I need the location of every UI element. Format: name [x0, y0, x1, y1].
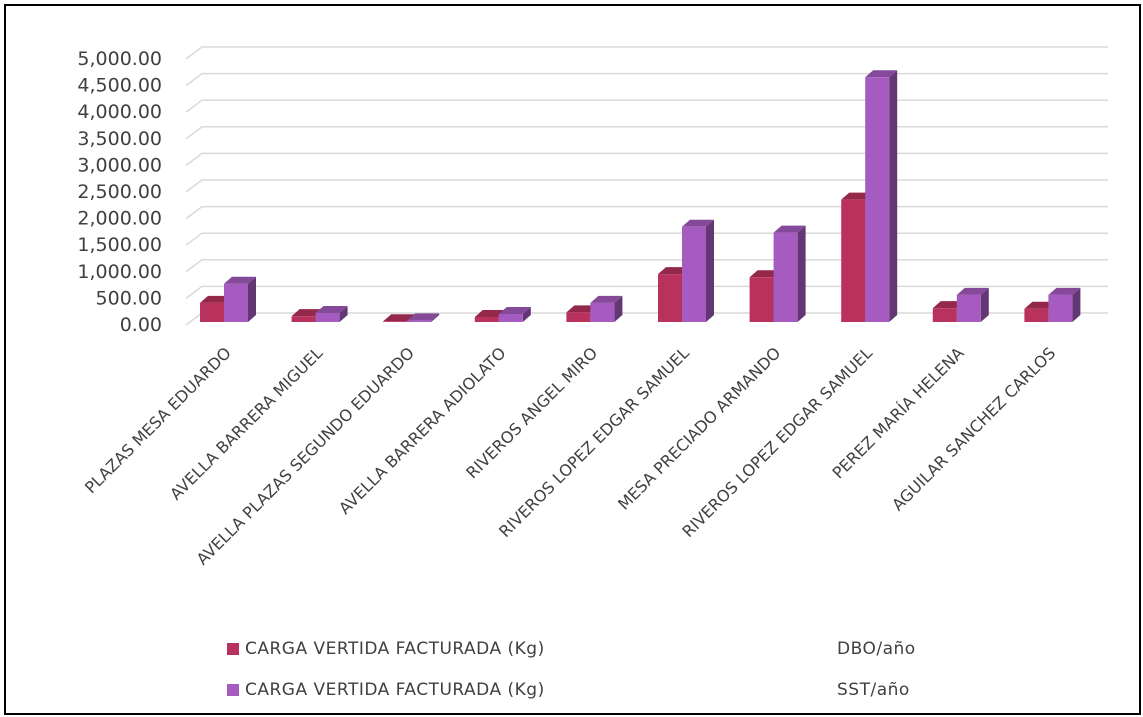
- bar-front: [956, 294, 981, 322]
- y-tick-label: 2,000.00: [77, 208, 162, 230]
- bar-side: [980, 287, 989, 322]
- bar-sst: [315, 305, 348, 322]
- legend-item-2: CARGA VERTIDA FACTURADA (Kg): [227, 679, 545, 701]
- bar-side: [797, 225, 806, 322]
- x-tick-label: AVELLA BARRERA MIGUEL: [166, 343, 326, 503]
- bar-side: [614, 295, 623, 322]
- bar-top: [956, 287, 989, 295]
- bar-top: [1048, 287, 1081, 295]
- bar-top: [315, 305, 348, 313]
- legend-unit-2: SST/año: [837, 680, 910, 700]
- y-tick-label: 0.00: [120, 314, 162, 336]
- bar-front: [1024, 308, 1049, 322]
- bar-sst: [224, 276, 256, 322]
- bar-sst: [773, 225, 806, 322]
- bar-sst: [682, 219, 714, 322]
- bar-front: [932, 308, 957, 322]
- gridline: [185, 232, 1108, 246]
- bar-top: [407, 313, 440, 321]
- bar-front: [566, 312, 591, 322]
- bar-front: [383, 321, 408, 322]
- y-tick-label: 2,500.00: [77, 181, 162, 203]
- bar-sst: [590, 295, 623, 322]
- bar-sst: [498, 307, 531, 322]
- bar-front: [315, 312, 340, 322]
- bar-front: [474, 316, 499, 322]
- bar-front: [658, 274, 682, 322]
- bar-front: [291, 316, 316, 322]
- y-tick-label: 1,000.00: [77, 261, 162, 283]
- x-tick-label: PLAZAS MESA EDUARDO: [81, 343, 235, 497]
- gridline: [185, 126, 1108, 140]
- bar-sst: [956, 287, 989, 322]
- bar-sst: [407, 313, 440, 322]
- bar-side: [889, 70, 898, 322]
- y-axis-ticks: 0.00 500.00 1,000.00 1,500.00 2,000.00 2,500.…: [77, 48, 162, 336]
- bar-side: [1072, 287, 1081, 322]
- gridline: [185, 259, 1108, 273]
- bar-front: [865, 77, 890, 322]
- bar-side: [431, 313, 440, 322]
- bar-top: [498, 307, 531, 315]
- bar-side: [706, 219, 714, 322]
- bar-front: [498, 314, 523, 322]
- bar-front: [200, 302, 224, 322]
- y-tick-label: 4,000.00: [77, 101, 162, 123]
- x-tick-label: RIVEROS LOPEZ EDGAR SAMUEL: [495, 343, 693, 541]
- legend-item-1: CARGA VERTIDA FACTURADA (Kg): [227, 638, 545, 660]
- bar-side: [248, 276, 256, 322]
- chart-frame: 0.00 500.00 1,000.00 1,500.00 2,000.00 2,500.…: [4, 4, 1141, 715]
- gridline: [185, 179, 1108, 193]
- bar-front: [841, 199, 866, 322]
- x-tick-label: AVELLA BARRERA ADIOLATO: [335, 343, 510, 518]
- bar-top: [865, 70, 898, 78]
- bar-sst: [1048, 287, 1081, 322]
- bars: [200, 70, 1081, 322]
- bar-chart: 0.00 500.00 1,000.00 1,500.00 2,000.00 2,500.…: [77, 46, 1108, 569]
- x-tick-label: RIVEROS LOPEZ EDGAR SAMUEL: [678, 343, 876, 541]
- y-tick-label: 500.00: [96, 287, 162, 309]
- bar-front: [224, 283, 248, 322]
- legend-unit-1: DBO/año: [837, 639, 916, 659]
- gridline: [185, 285, 1108, 299]
- bar-front: [407, 320, 432, 322]
- gridline: [185, 99, 1108, 113]
- bar-side: [522, 307, 531, 322]
- gridline: [185, 72, 1108, 87]
- bar-front: [773, 232, 798, 322]
- gridline: [185, 152, 1108, 166]
- bar-front: [590, 302, 615, 322]
- bar-top: [773, 225, 806, 233]
- y-tick-label: 1,500.00: [77, 234, 162, 256]
- bar-front: [682, 226, 706, 322]
- bar-side: [339, 305, 348, 322]
- x-tick-label: AGUILAR SANCHEZ CARLOS: [888, 343, 1059, 514]
- legend-swatch-dbo: [227, 643, 239, 655]
- y-tick-label: 3,500.00: [77, 128, 162, 150]
- y-tick-label: 3,000.00: [77, 154, 162, 176]
- bar-sst: [865, 70, 898, 322]
- y-tick-label: 4,500.00: [77, 75, 162, 97]
- bar-top: [383, 314, 416, 322]
- y-tick-label: 5,000.00: [77, 48, 162, 70]
- gridline: [185, 205, 1108, 220]
- gridline: [185, 46, 1108, 60]
- grid-lines: [185, 46, 1108, 326]
- x-tick-label: MESA PRECIADO ARMANDO: [614, 343, 784, 513]
- legend-swatch-sst: [227, 684, 239, 696]
- bar-top: [224, 276, 256, 284]
- legend-label-1: CARGA VERTIDA FACTURADA (Kg): [245, 639, 545, 659]
- bar-front: [1048, 294, 1073, 322]
- bar-top: [590, 295, 623, 303]
- bar-front: [749, 277, 774, 322]
- bar-top: [682, 219, 714, 227]
- legend-label-2: CARGA VERTIDA FACTURADA (Kg): [245, 680, 545, 700]
